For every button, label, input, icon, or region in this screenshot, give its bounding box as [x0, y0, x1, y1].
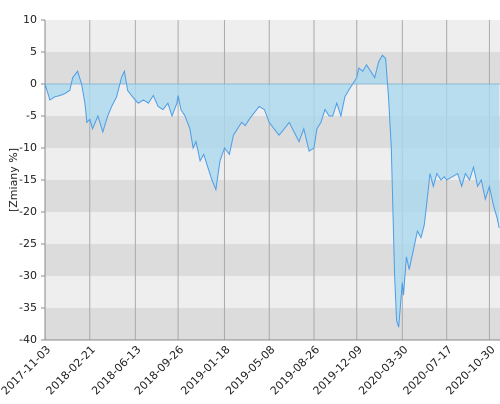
area: [45, 55, 500, 328]
y-tick-label: 0: [30, 77, 37, 90]
band: [45, 244, 500, 276]
y-tick-label: -15: [19, 173, 37, 186]
y-tick-label: -10: [19, 141, 37, 154]
line: [44, 54, 500, 328]
y-tick-label: -30: [19, 269, 37, 282]
band: [45, 308, 500, 340]
y-tick-label: -25: [19, 237, 37, 250]
y-tick-label: -40: [19, 333, 37, 346]
y-tick-label: 10: [23, 13, 37, 26]
y-axis-label: [Zmiany %]: [7, 148, 20, 212]
band: [45, 180, 500, 212]
band: [45, 52, 500, 84]
y-tick-label: -20: [19, 205, 37, 218]
y-tick-label: 5: [30, 45, 37, 58]
y-tick-label: -5: [26, 109, 37, 122]
y-tick-label: -35: [19, 301, 37, 314]
band: [45, 276, 500, 308]
band: [45, 212, 500, 244]
band: [45, 20, 500, 52]
